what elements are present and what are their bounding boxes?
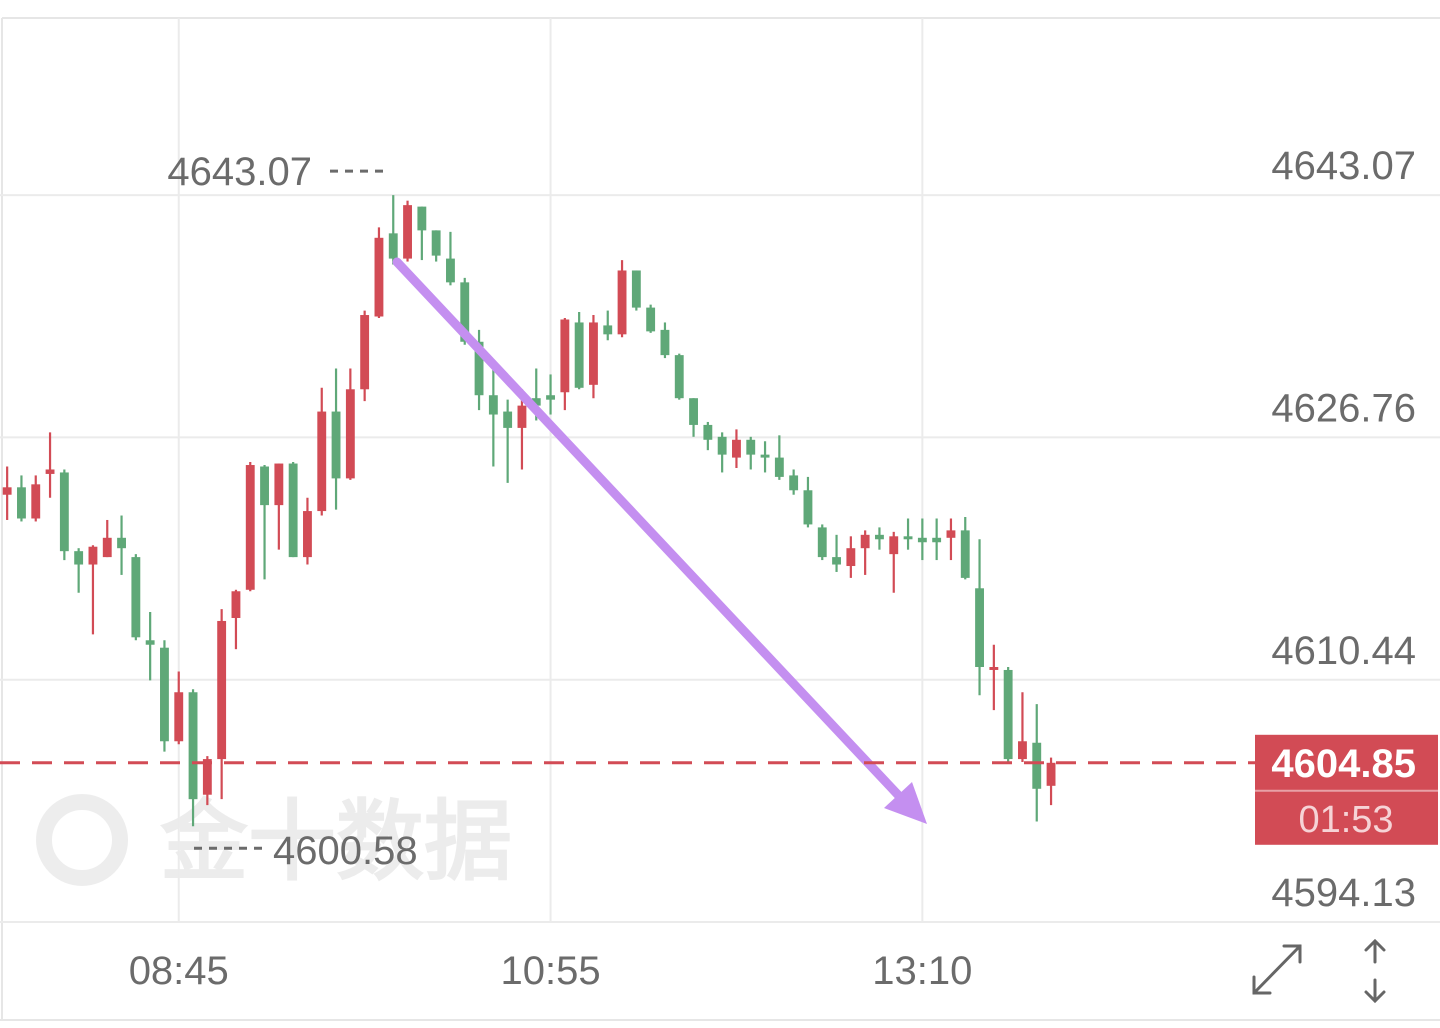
candle-body — [202, 759, 212, 795]
candle-body — [303, 511, 312, 558]
candle-body — [932, 537, 942, 543]
candle-body — [517, 405, 527, 428]
last-price-label: 4604.85 — [1271, 742, 1416, 786]
candle-body — [817, 527, 827, 558]
y-tick-label: 4610.44 — [1271, 629, 1416, 673]
candle-body — [631, 270, 641, 308]
candles — [2, 195, 1056, 827]
candle-body — [860, 534, 870, 549]
trend-arrow — [392, 257, 905, 802]
candle-body — [345, 389, 355, 479]
candle-body — [488, 395, 498, 415]
x-tick-label: 10:55 — [500, 949, 600, 993]
expand-button[interactable] — [1252, 944, 1302, 995]
candle-body — [574, 322, 584, 388]
watermark: 金十数据 — [36, 792, 512, 891]
candle-body — [388, 233, 398, 259]
watermark-logo — [36, 794, 128, 886]
trend-arrow-head — [884, 782, 927, 824]
candle-body — [960, 530, 970, 578]
candle-body — [417, 206, 427, 231]
candle-body — [603, 325, 613, 335]
candle-body — [689, 398, 698, 425]
countdown-label: 01:53 — [1298, 799, 1393, 841]
candle-body — [1032, 742, 1042, 789]
candle-body — [474, 341, 484, 396]
candle-body — [917, 537, 927, 543]
candle-body — [45, 469, 55, 474]
candle-body — [846, 548, 856, 567]
candle-body — [717, 436, 727, 455]
y-tick-label: 4594.13 — [1271, 871, 1416, 915]
candle-body — [174, 692, 184, 742]
candle-body — [531, 398, 541, 406]
labels: 4594.13 4610.44 4626.76 4643.07 08:45 10:55 13… — [0, 144, 1438, 993]
overlay — [392, 257, 927, 824]
candle-body — [74, 551, 84, 565]
candle-body — [431, 230, 441, 256]
high-annotation: 4643.07 — [167, 150, 312, 194]
candle-body — [789, 475, 799, 491]
candle-body — [403, 205, 412, 259]
candle-body — [546, 395, 555, 400]
candle-body — [903, 536, 913, 540]
candle-body — [889, 536, 899, 555]
candle-body — [1046, 762, 1056, 786]
vertical-scale-button[interactable] — [1364, 938, 1386, 1004]
candle-body — [102, 537, 112, 558]
candle-body — [503, 411, 513, 428]
candle-body — [331, 411, 341, 479]
candle-body — [317, 411, 327, 512]
candle-body — [1003, 669, 1013, 760]
candle-body — [360, 315, 370, 390]
candle-body — [446, 258, 455, 283]
candle-body — [217, 620, 227, 760]
x-tick-label: 08:45 — [129, 949, 229, 993]
candle-body — [1018, 741, 1027, 760]
candle-body — [145, 640, 155, 645]
candle-body — [274, 463, 284, 506]
candle-body — [646, 307, 656, 332]
candle-body — [17, 487, 26, 519]
candle-body — [288, 463, 298, 558]
candle-body — [59, 472, 69, 552]
candle-body — [803, 490, 813, 525]
candle-body — [760, 454, 770, 458]
y-tick-label: 4626.76 — [1271, 386, 1416, 430]
candle-body — [832, 557, 841, 565]
candle-body — [117, 537, 126, 549]
candle-body — [660, 329, 670, 356]
candle-body — [774, 457, 784, 477]
candle-body — [245, 465, 255, 590]
candle-body — [2, 487, 12, 495]
candle-body — [674, 355, 684, 399]
candle-body — [875, 534, 884, 540]
candle-body — [260, 466, 269, 506]
candle-body — [746, 439, 756, 455]
candle-body — [560, 319, 570, 393]
y-tick-label: 4643.07 — [1271, 144, 1416, 188]
candle-body — [374, 237, 384, 317]
candle-body — [231, 591, 241, 618]
toolbar — [1252, 938, 1386, 1004]
candle-body — [589, 322, 598, 385]
candle-body — [975, 588, 984, 668]
low-annotation: 4600.58 — [273, 829, 418, 873]
candle-body — [188, 692, 198, 800]
candle-body — [703, 424, 713, 440]
candle-body — [160, 647, 169, 742]
candle-body — [460, 282, 470, 342]
candle-body — [31, 484, 41, 519]
candle-body — [617, 270, 627, 335]
candle-body — [989, 667, 999, 670]
watermark-text: 金十数据 — [159, 792, 512, 891]
x-tick-label: 13:10 — [872, 949, 972, 993]
candle-body — [131, 557, 141, 638]
candle-body — [946, 530, 956, 538]
candle-body — [732, 439, 741, 458]
candle-body — [88, 546, 98, 565]
